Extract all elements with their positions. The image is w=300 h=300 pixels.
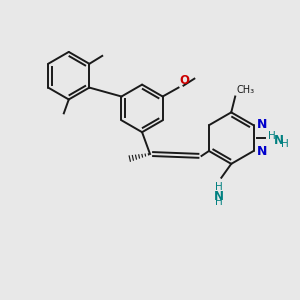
Text: H: H [268, 131, 276, 141]
Text: H: H [215, 196, 223, 207]
Text: N: N [274, 134, 284, 147]
Text: H: H [281, 139, 289, 149]
Text: H: H [215, 182, 223, 192]
Text: N: N [214, 190, 224, 202]
Text: CH₃: CH₃ [236, 85, 254, 94]
Text: O: O [179, 74, 190, 87]
Text: N: N [256, 146, 267, 158]
Text: N: N [256, 118, 267, 131]
